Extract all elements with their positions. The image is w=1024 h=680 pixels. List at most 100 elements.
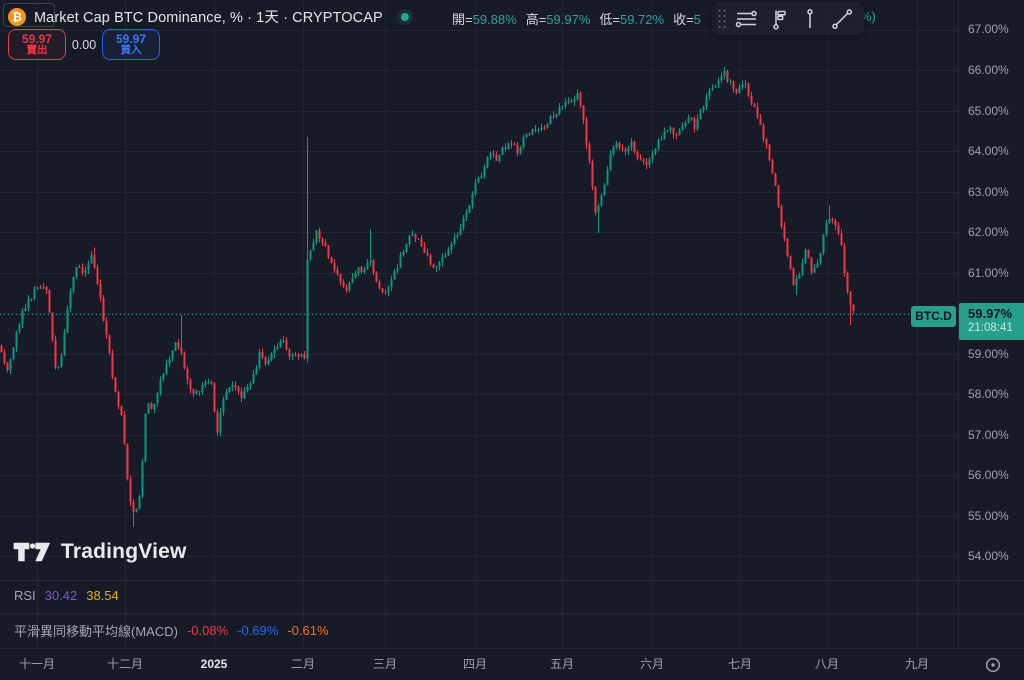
candle-body xyxy=(729,80,732,82)
pane-separator[interactable] xyxy=(0,580,1024,581)
candle-body xyxy=(48,289,51,313)
candle-body xyxy=(90,254,93,264)
candle-body xyxy=(327,246,330,258)
flag-mark-tool-button[interactable] xyxy=(762,4,794,33)
symbol-title[interactable]: Market Cap BTC Dominance, % · 1天 · CRYPT… xyxy=(34,10,383,26)
horizontal-lines-icon xyxy=(735,10,757,27)
sell-price: 59.97 xyxy=(21,31,53,46)
time-axis-month-label: 七月 xyxy=(727,657,753,671)
candle-body xyxy=(84,269,87,274)
flag-line-icon xyxy=(773,10,786,30)
candlestick-chart[interactable] xyxy=(0,0,958,648)
candle-body xyxy=(516,144,519,154)
macd-line-value: -0.69% xyxy=(237,623,279,638)
candle-body xyxy=(597,206,600,213)
candle-body xyxy=(264,357,267,365)
candle-body xyxy=(183,352,186,369)
candle-body xyxy=(366,262,369,270)
candle-body xyxy=(681,125,684,130)
rsi-pane-legend[interactable]: RSI 30.42 38.54 xyxy=(14,588,119,603)
candle-body xyxy=(762,125,765,140)
candle-body xyxy=(513,144,516,146)
candle-body xyxy=(267,360,270,365)
ohlc-open: 開=59.88% xyxy=(452,12,517,27)
candle-body xyxy=(339,273,342,282)
macd-pane-legend[interactable]: 平滑異同移動平均線(MACD) -0.08% -0.69% -0.61% xyxy=(14,621,329,640)
candle-body xyxy=(792,268,795,285)
trade-buttons-row: 59.97 賣出 0.00 59.97 買入 xyxy=(8,29,160,60)
candle-body xyxy=(27,298,30,309)
candle-body xyxy=(354,272,357,278)
candle-body xyxy=(69,291,72,309)
last-price-label[interactable]: 59.97% 21:08:41 xyxy=(959,303,1024,340)
candle-body xyxy=(333,263,336,270)
price-axis[interactable]: 67.00% 66.00% 65.00% 64.00% 63.00% 62.00% 61.… xyxy=(959,0,1024,648)
candle-body xyxy=(426,252,429,256)
price-axis-label: 57.00% xyxy=(968,427,1009,442)
tradingview-logo-text: TradingView xyxy=(61,540,187,563)
bar-countdown: 21:08:41 xyxy=(968,322,1013,334)
candle-body xyxy=(756,106,759,118)
price-axis-label: 61.00% xyxy=(968,265,1009,280)
candle-body xyxy=(216,411,219,433)
candle-body xyxy=(684,123,687,126)
candle-body xyxy=(555,114,558,118)
candle-body xyxy=(531,129,534,135)
vertical-line-tool-button[interactable] xyxy=(794,4,826,33)
candle-body xyxy=(552,115,555,118)
tradingview-logo[interactable]: TradingView xyxy=(12,540,187,564)
candle-body xyxy=(204,382,207,385)
candle-body xyxy=(411,234,414,236)
candle-body xyxy=(75,266,78,278)
candle-body xyxy=(153,403,156,409)
candle-body xyxy=(663,131,666,140)
price-axis-label: 63.00% xyxy=(968,184,1009,199)
market-status-icon[interactable] xyxy=(396,8,413,25)
candle-body xyxy=(675,134,678,136)
price-axis-label: 66.00% xyxy=(968,63,1009,77)
bitcoin-icon: ₿ xyxy=(8,7,26,26)
horizontal-lines-tool-button[interactable] xyxy=(730,4,762,33)
pane-separator[interactable] xyxy=(0,613,1024,614)
ticker-badge[interactable]: BTC.D xyxy=(911,306,956,327)
candle-body xyxy=(837,225,840,234)
candle-body xyxy=(699,110,702,119)
candle-body xyxy=(60,355,63,367)
candle-body xyxy=(690,117,693,119)
candle-body xyxy=(789,256,792,269)
candle-body xyxy=(324,242,327,247)
candle-body xyxy=(549,115,552,124)
candle-body xyxy=(501,147,504,155)
candle-body xyxy=(561,106,564,108)
candle-body xyxy=(507,143,510,150)
time-axis-month-label: 十一月 xyxy=(18,657,56,671)
candle-body xyxy=(672,127,675,135)
candle-body xyxy=(387,287,390,293)
candle-body xyxy=(687,117,690,124)
candle-body xyxy=(381,288,384,293)
candle-body xyxy=(468,204,471,213)
buy-button[interactable]: 59.97 買入 xyxy=(102,29,160,60)
candle-body xyxy=(96,267,99,284)
timezone-settings-icon[interactable] xyxy=(984,656,1002,674)
trend-line-tool-button[interactable] xyxy=(826,4,858,33)
candle-body xyxy=(336,269,339,274)
candle-body xyxy=(372,260,375,273)
symbol-title-row[interactable]: ₿ Market Cap BTC Dominance, % · 1天 · CRY… xyxy=(8,6,413,27)
candle-body xyxy=(270,353,273,361)
time-axis[interactable]: 十一月 十二月 2025 二月 三月 四月 五月 六月 七月 八月 九月 xyxy=(0,648,1024,680)
candle-body xyxy=(633,141,636,152)
candle-body xyxy=(180,347,183,353)
price-axis-border xyxy=(958,0,959,648)
candle-body xyxy=(795,278,798,285)
drag-handle-icon[interactable] xyxy=(716,6,728,32)
sell-button[interactable]: 59.97 賣出 xyxy=(8,29,66,60)
candle-body xyxy=(120,405,123,416)
candle-body xyxy=(576,93,579,100)
candle-body xyxy=(114,377,117,392)
candle-body xyxy=(99,283,102,299)
candle-body xyxy=(9,358,12,370)
candle-body xyxy=(849,291,852,305)
candle-body xyxy=(627,147,630,152)
candle-body xyxy=(273,349,276,354)
